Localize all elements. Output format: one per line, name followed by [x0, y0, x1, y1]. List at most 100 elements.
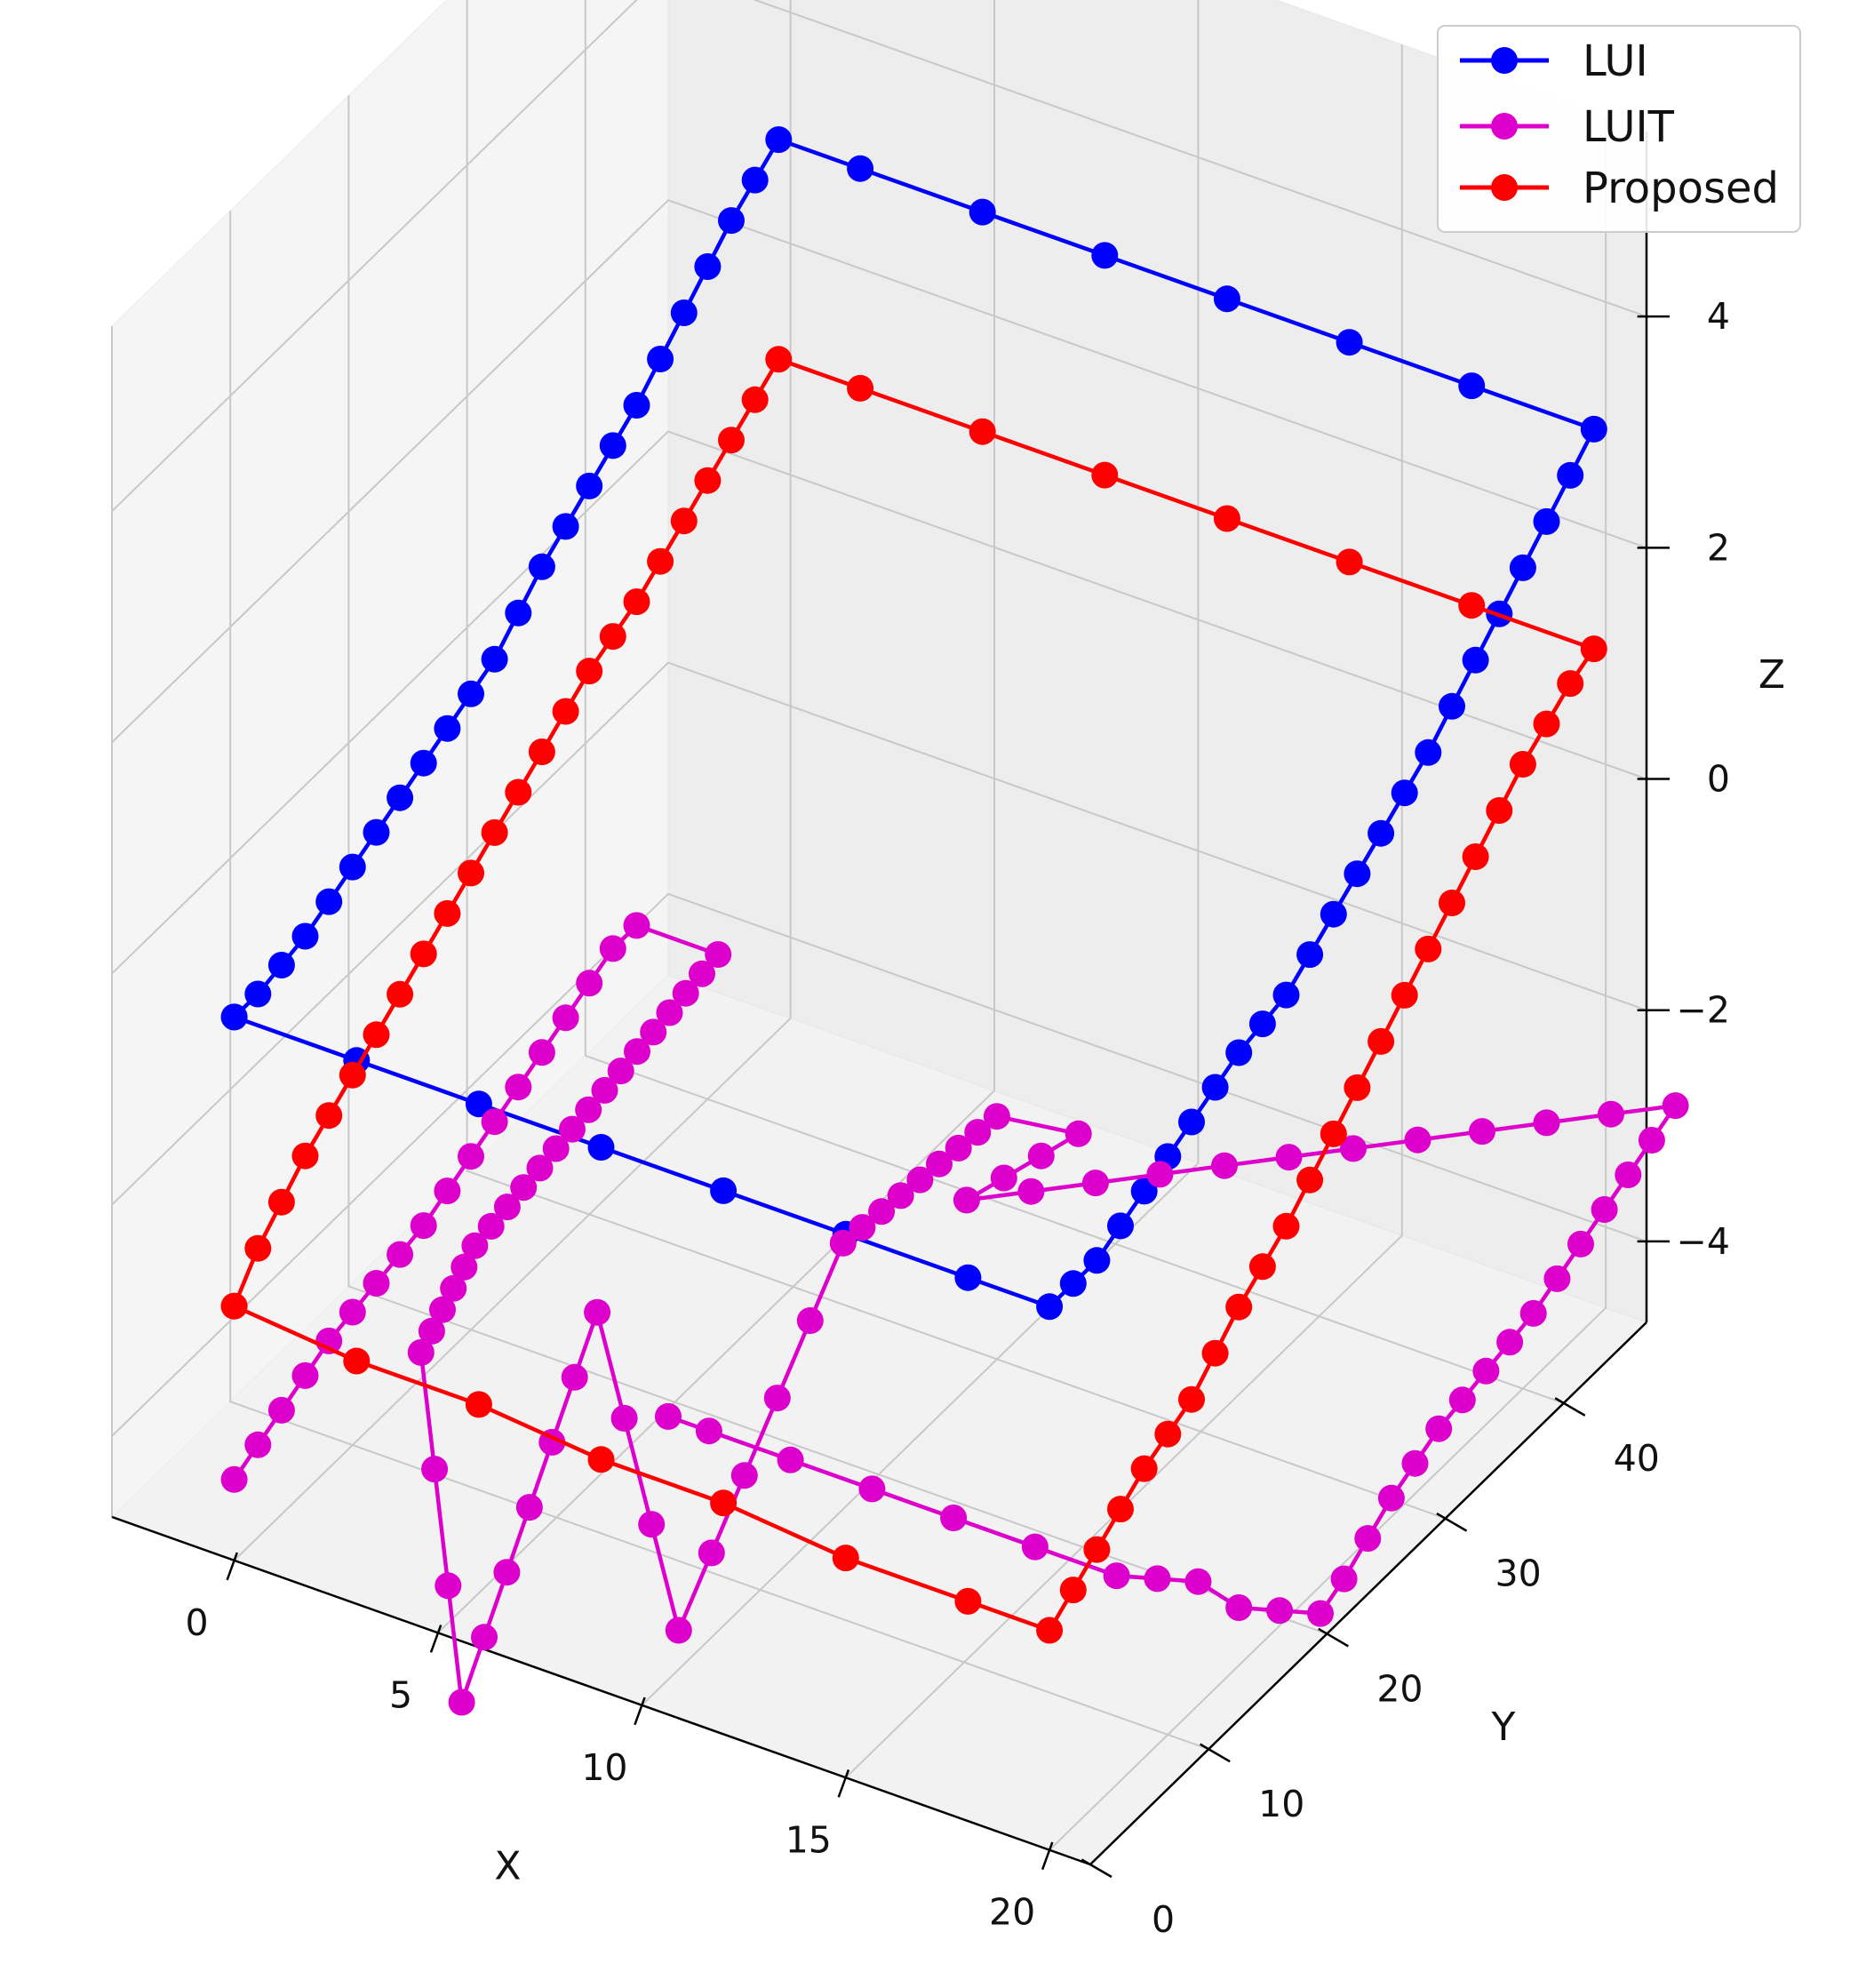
data-point [954, 1587, 982, 1615]
data-point [610, 1404, 638, 1432]
data-point [291, 1361, 319, 1389]
data-point [1486, 797, 1513, 824]
data-point [1391, 779, 1418, 807]
data-point [343, 1347, 371, 1375]
data-point [339, 853, 366, 881]
data-point [624, 1038, 650, 1066]
grid-line-y [466, 0, 1446, 1520]
y-tick-label: 30 [1495, 1553, 1542, 1595]
data-point [1496, 1329, 1524, 1356]
data-point [505, 599, 532, 627]
data-point [765, 346, 793, 373]
data-point [1225, 1594, 1253, 1621]
data-point [1368, 1027, 1395, 1055]
data-point [291, 922, 319, 950]
data-point [670, 299, 698, 326]
data-point [698, 1539, 725, 1567]
x-tick-label: 15 [785, 1818, 832, 1861]
data-point [220, 1003, 248, 1031]
data-point [741, 386, 769, 413]
data-point [1107, 1212, 1134, 1240]
data-point [1415, 739, 1442, 766]
data-point [1296, 941, 1324, 969]
y-axis-label: Y [1491, 1705, 1516, 1750]
data-point [953, 1186, 980, 1214]
data-point [410, 749, 437, 777]
data-point [1146, 1161, 1174, 1188]
data-point [267, 1188, 295, 1216]
data-point [576, 472, 603, 499]
data-point [387, 784, 414, 811]
grid-line-y [584, 0, 1565, 1404]
data-point [448, 1689, 475, 1716]
data-point [969, 198, 996, 226]
data-point [1425, 1415, 1453, 1442]
data-point [847, 374, 874, 402]
data-point [528, 1039, 555, 1066]
x-tick-label: 10 [581, 1746, 627, 1789]
data-point [1017, 1178, 1045, 1205]
data-point [552, 698, 579, 725]
data-point [906, 1166, 934, 1194]
data-point [481, 1108, 508, 1136]
data-point [1211, 1152, 1238, 1179]
data-point [451, 1253, 478, 1281]
data-point [1248, 1010, 1276, 1038]
data-point [647, 346, 674, 372]
data-point [220, 1465, 248, 1493]
data-point [1272, 1212, 1300, 1240]
data-point [407, 1338, 435, 1366]
x-axis-label: X [494, 1844, 521, 1889]
series-proposed [220, 346, 1607, 1644]
data-point [387, 1241, 414, 1268]
data-point [1580, 635, 1607, 663]
data-point [832, 1545, 859, 1572]
data-point [1083, 1536, 1111, 1563]
axis-panes [111, 0, 1647, 1865]
grid-line-x [641, 0, 1200, 1706]
data-point [1021, 1533, 1049, 1561]
data-point [1543, 1265, 1571, 1292]
data-point [926, 1150, 953, 1178]
data-point [576, 658, 603, 685]
data-point [1184, 1568, 1212, 1595]
data-point [493, 1194, 521, 1221]
legend-label-lui: LUI [1583, 36, 1648, 86]
data-point [1344, 860, 1371, 888]
x-tick-label: 20 [989, 1891, 1035, 1934]
data-point [244, 1234, 272, 1262]
grid-line-x [437, 0, 995, 1634]
data-point [410, 1212, 437, 1240]
data-point [267, 1396, 295, 1424]
data-point [410, 940, 437, 968]
data-point [1448, 1386, 1476, 1414]
data-point [528, 553, 555, 580]
y-tick-label: 20 [1376, 1667, 1423, 1710]
data-point [435, 1572, 462, 1600]
data-point [1415, 935, 1442, 962]
data-point [665, 1617, 692, 1644]
data-point [481, 645, 508, 673]
x-tick [226, 1552, 238, 1581]
series-layer [220, 126, 1689, 1716]
data-point [515, 1494, 543, 1521]
data-point [1368, 819, 1395, 847]
data-point [656, 999, 683, 1026]
data-point [387, 980, 414, 1008]
data-point [591, 1076, 618, 1104]
y-tick [1436, 1512, 1468, 1532]
data-point [1519, 1299, 1547, 1327]
y-tick-label: 40 [1614, 1437, 1660, 1480]
data-point [1330, 1565, 1358, 1593]
data-point [1439, 890, 1465, 916]
data-point [1391, 981, 1418, 1009]
data-point [969, 418, 996, 445]
data-point [244, 1431, 272, 1458]
data-point [434, 715, 461, 742]
data-point [244, 980, 272, 1008]
data-point [461, 1232, 489, 1259]
grid-line-z [111, 892, 1647, 1437]
series-luit [220, 912, 1689, 1716]
data-point [481, 818, 508, 846]
